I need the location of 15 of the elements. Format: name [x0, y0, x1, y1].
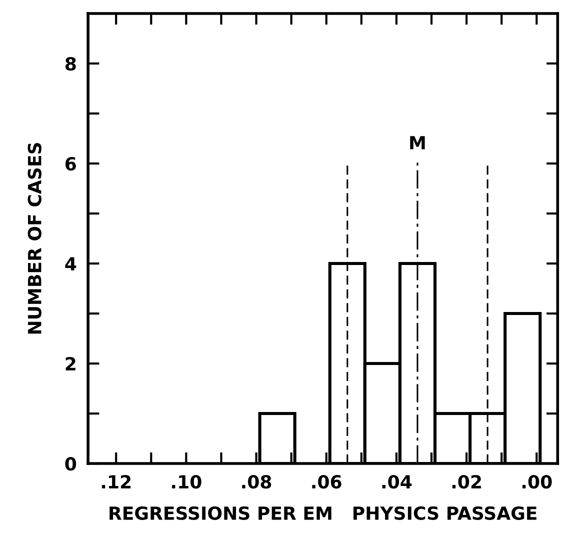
y-tick-label: 2: [66, 356, 76, 370]
y-tick-label: 0: [65, 457, 76, 471]
y-tick-label: 8: [65, 56, 76, 71]
x-tick-label: .02: [452, 474, 481, 489]
x-tick-label: .04: [382, 474, 412, 489]
x-tick-label: .10: [172, 474, 202, 489]
x-tick-label: .06: [312, 474, 342, 489]
y-tick-label: 4: [65, 257, 76, 270]
x-tick-label: .00: [522, 474, 552, 489]
ref-line-label: M: [410, 136, 425, 150]
x-tick-label: .08: [242, 474, 272, 489]
x-tick-label: .12: [102, 474, 131, 488]
x-axis-title: REGRESSIONS PER EM PHYSICS PASSAGE: [110, 506, 536, 520]
y-tick-label: 6: [65, 156, 76, 171]
y-axis-title: NUMBER OF CASES: [28, 143, 42, 334]
